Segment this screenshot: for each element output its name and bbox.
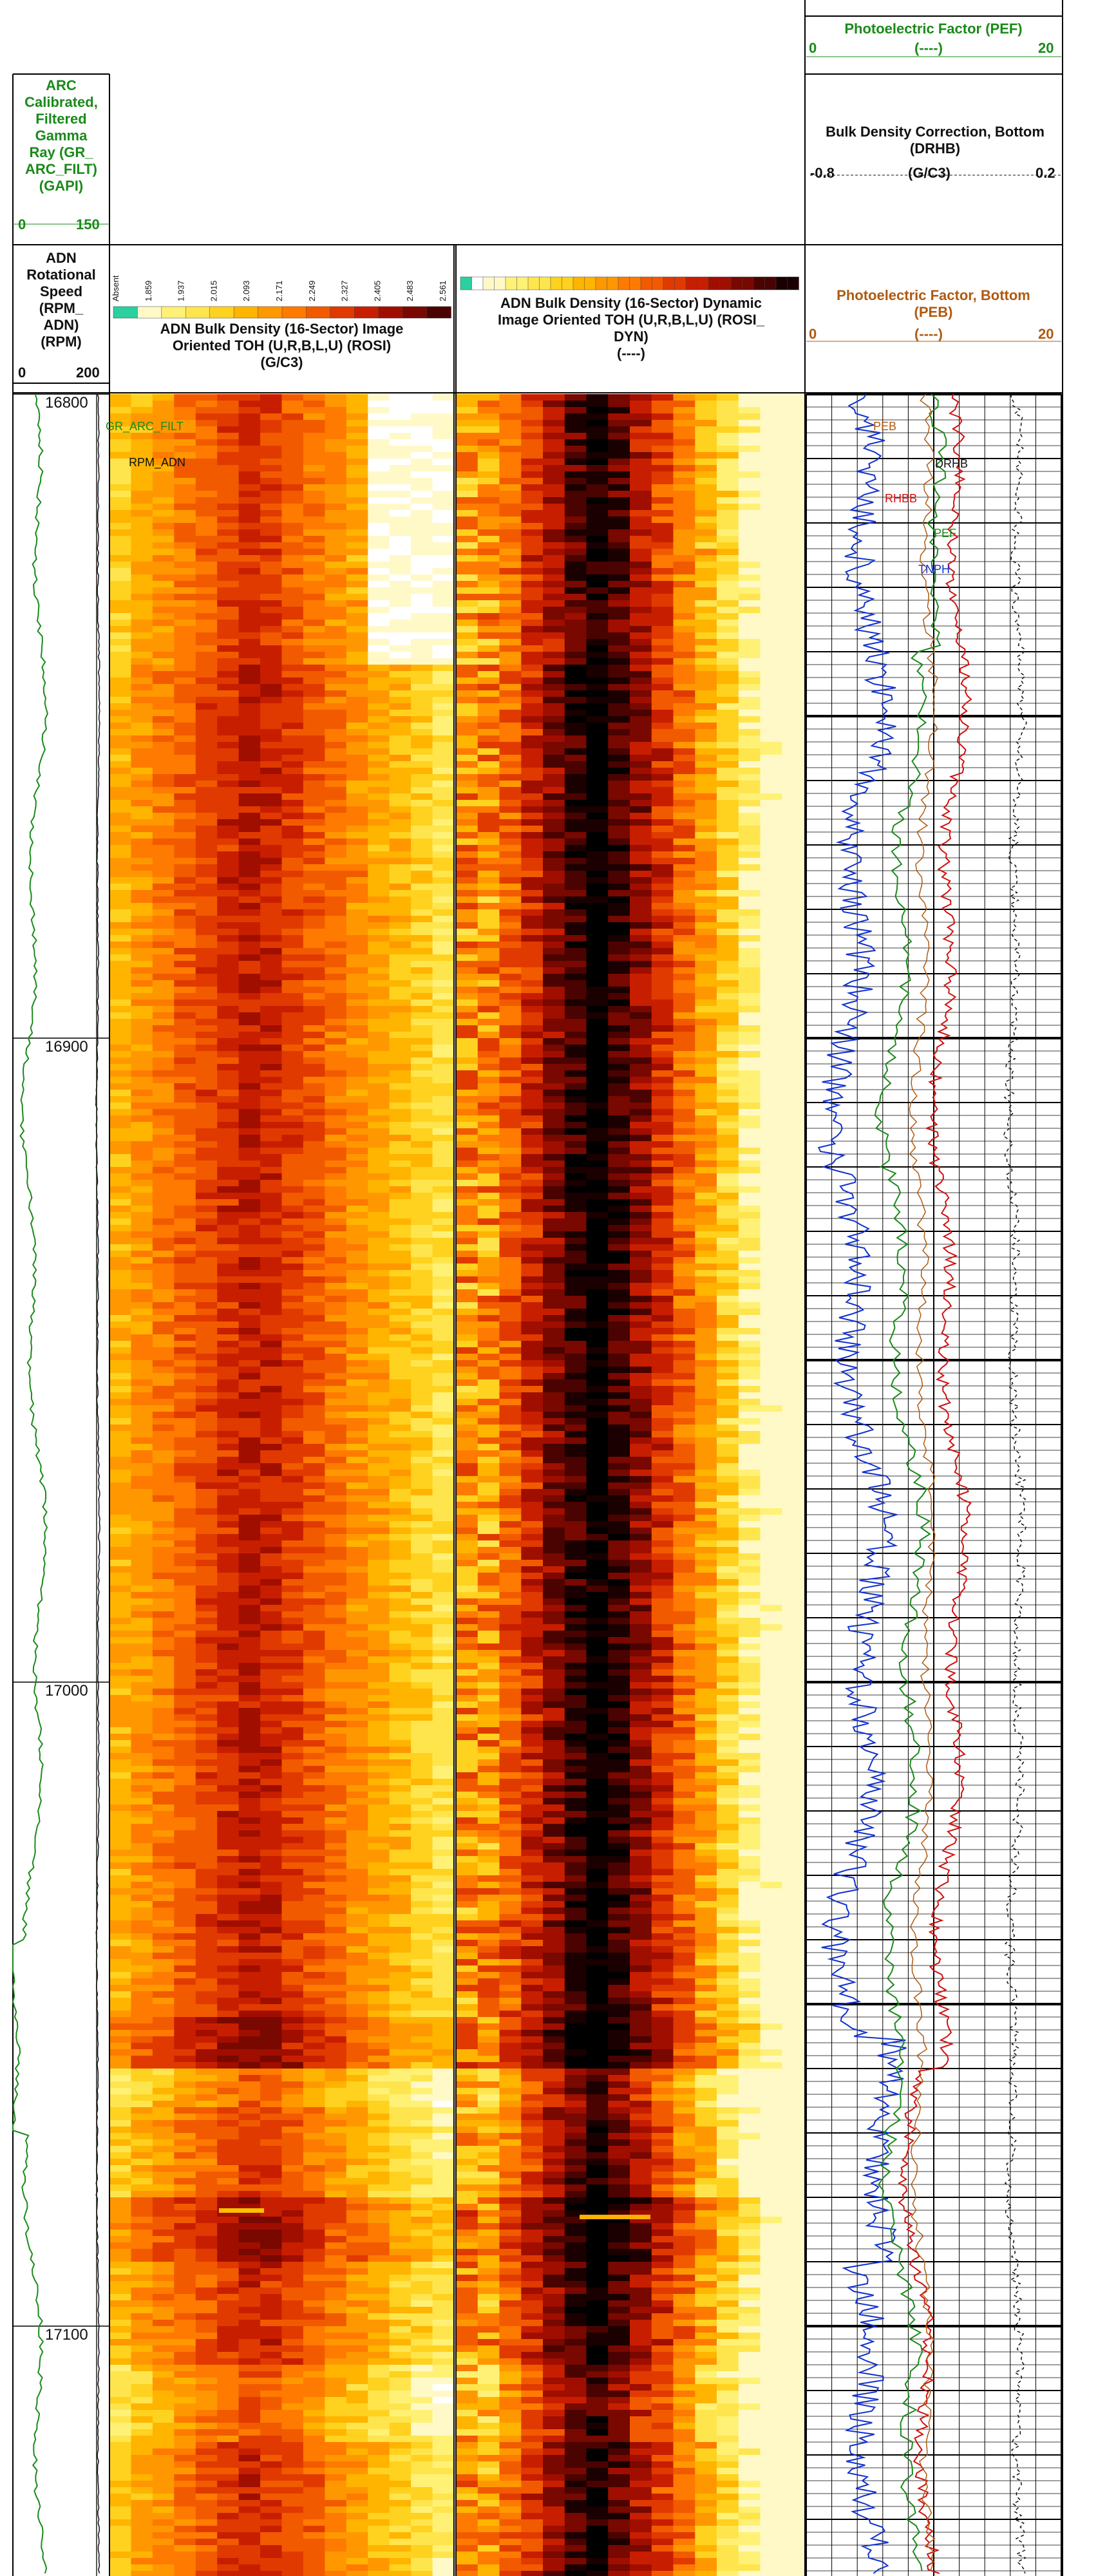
curve-tag-peb: PEB bbox=[873, 420, 897, 433]
peb-scale-min: 0 bbox=[809, 326, 817, 342]
depth-label-16900: 16900 bbox=[45, 1038, 88, 1056]
rosi-tick-label: 1.859 bbox=[144, 280, 153, 301]
curve-tag-pef: PEF bbox=[934, 527, 957, 540]
rosi-dyn-header: ADN Bulk Density (16-Sector) Dynamic Ima… bbox=[498, 295, 764, 361]
curve-tag-gr: GR_ARC_FILT bbox=[106, 420, 184, 433]
rosi-tick-label: 2.249 bbox=[307, 280, 317, 301]
depth-label-16800: 16800 bbox=[45, 394, 88, 412]
gamma-header: ARC Calibrated, Filtered Gamma Ray (GR_ … bbox=[24, 77, 98, 194]
rosi-header: ADN Bulk Density (16-Sector) Image Orien… bbox=[160, 321, 404, 370]
rosi-tick-label: 1.937 bbox=[176, 280, 186, 301]
gamma-ray-curve bbox=[12, 393, 48, 2574]
drhb-scale-max: 0.2 bbox=[1036, 165, 1055, 181]
pef-scale-max: 20 bbox=[1038, 40, 1054, 56]
rpm-scale-min: 0 bbox=[18, 365, 26, 381]
depth-label-17000: 17000 bbox=[45, 1682, 88, 1700]
rosi-image bbox=[109, 394, 455, 2576]
rosi-tick-label: Absent bbox=[111, 275, 120, 301]
gamma-scale-min: 0 bbox=[18, 216, 26, 232]
rosi-dyn-color-scale bbox=[460, 276, 799, 290]
rhbb-curve bbox=[898, 393, 972, 2574]
gamma-scale-max: 150 bbox=[76, 216, 100, 232]
curve-tag-rhbb: RHBB bbox=[885, 492, 918, 505]
curve-tag-rpm: RPM_ADN bbox=[129, 456, 186, 469]
depth-label-17100: 17100 bbox=[45, 2326, 88, 2344]
rosi-tick-label: 2.171 bbox=[274, 280, 284, 301]
rpm-header: ADN Rotational Speed (RPM_ ADN) (RPM) bbox=[26, 250, 96, 350]
drhb-scale-min: -0.8 bbox=[810, 165, 835, 181]
rpm-curve bbox=[95, 393, 100, 2574]
rosi-tick-label: 2.483 bbox=[405, 280, 415, 301]
drhb-header: Bulk Density Correction, Bottom (DRHB) bbox=[826, 124, 1045, 156]
rosi-tick-label: 2.561 bbox=[438, 280, 448, 301]
peb-curve bbox=[909, 393, 939, 2571]
rosi-dyn-image bbox=[456, 394, 804, 2576]
rosi-color-scale: Absent 1.859 1.937 2.015 2.093 2.171 2.249 2.32… bbox=[111, 275, 451, 319]
peb-scale-max: 20 bbox=[1038, 326, 1054, 342]
tnph-curve bbox=[817, 393, 907, 2574]
curve-tag-tnph: TNPH bbox=[918, 563, 950, 576]
peb-header: Photoelectric Factor, Bottom (PEB) bbox=[837, 287, 1030, 320]
pef-scale-min: 0 bbox=[809, 40, 817, 56]
rosi-tick-label: 2.093 bbox=[241, 280, 251, 301]
pef-curve bbox=[874, 393, 947, 2571]
curve-tag-drhb: DRHB bbox=[935, 457, 969, 470]
rosi-tick-label: 2.405 bbox=[372, 280, 382, 301]
track-borders bbox=[12, 0, 1063, 2576]
drhb-curve bbox=[1003, 393, 1027, 2574]
rosi-tick-label: 2.327 bbox=[340, 280, 350, 301]
pef-scale-units: (----) bbox=[914, 40, 943, 56]
rosi-tick-label: 2.015 bbox=[209, 280, 218, 301]
pef-header: Photoelectric Factor (PEF) bbox=[844, 21, 1023, 37]
peb-scale-units: (----) bbox=[914, 326, 943, 342]
drhb-scale-units: (G/C3) bbox=[908, 165, 950, 181]
rpm-scale-max: 200 bbox=[76, 365, 100, 381]
